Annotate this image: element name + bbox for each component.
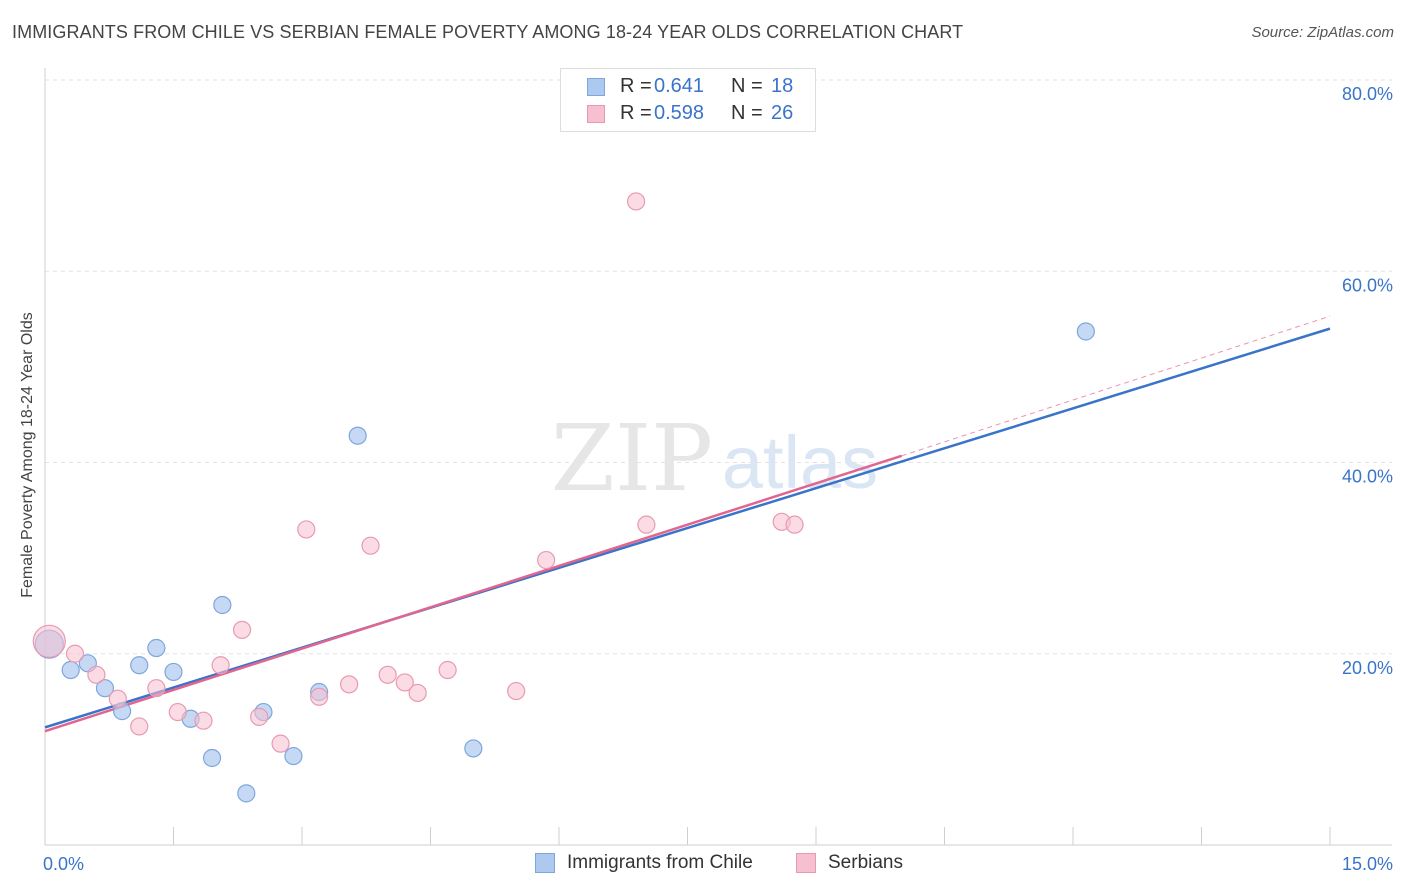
- series-label-serbians: Serbians: [828, 852, 903, 873]
- legend-n-value: 26: [771, 102, 794, 124]
- point-serbians: [271, 734, 290, 753]
- point-chile: [1076, 322, 1095, 341]
- point-chile: [284, 746, 303, 766]
- x-tick-label: 0.0%: [43, 854, 84, 874]
- point-serbians: [395, 673, 414, 692]
- watermark: ZIP atlas: [551, 405, 878, 512]
- point-chile: [61, 660, 80, 680]
- point-chile: [164, 662, 183, 682]
- point-serbians: [65, 644, 85, 663]
- chart-title: IMMIGRANTS FROM CHILE VS SERBIAN FEMALE …: [12, 22, 964, 42]
- point-serbians: [537, 550, 556, 570]
- trend-lines: [44, 315, 1331, 733]
- point-chile: [464, 739, 483, 758]
- legend-n-value: 18: [771, 75, 794, 97]
- point-serbians: [310, 687, 329, 706]
- point-serbians: [378, 665, 397, 684]
- point-serbians: [211, 656, 230, 675]
- y-tick-label: 40.0%: [1342, 467, 1393, 487]
- point-serbians: [438, 660, 457, 680]
- y-tick-label: 20.0%: [1342, 658, 1393, 678]
- x-tick-label: 15.0%: [1342, 854, 1393, 874]
- point-serbians: [130, 717, 149, 736]
- y-tick-label: 80.0%: [1342, 84, 1393, 104]
- legend-r-label: R =: [620, 102, 652, 124]
- legend-r-label: R =: [620, 75, 652, 97]
- trend-line-chile: [44, 327, 1331, 729]
- point-serbians: [297, 520, 316, 539]
- point-serbians: [507, 681, 526, 701]
- point-chile: [130, 656, 149, 675]
- y-tick-label: 60.0%: [1342, 275, 1393, 295]
- series-swatch-chile: [535, 853, 555, 873]
- point-serbians: [108, 689, 127, 708]
- point-serbians: [785, 515, 804, 534]
- gridlines: [45, 79, 1392, 655]
- legend-n-label: N =: [731, 75, 763, 97]
- trend-line-serbians-extension: [901, 315, 1331, 457]
- correlation-legend: R = 0.641 N = 18 R = 0.598 N = 26: [560, 68, 816, 132]
- point-chile: [348, 426, 367, 445]
- point-serbians: [361, 536, 380, 555]
- legend-r-value: 0.641: [654, 75, 705, 97]
- point-serbians: [232, 620, 252, 639]
- point-chile: [213, 595, 232, 615]
- source-credit: Source: ZipAtlas.com: [1251, 24, 1394, 41]
- legend-r-value: 0.598: [654, 102, 705, 124]
- point-chile: [95, 679, 115, 698]
- series-label-chile: Immigrants from Chile: [567, 852, 753, 873]
- data-points: [32, 192, 1095, 803]
- trend-line-serbians: [44, 454, 903, 733]
- series-swatch-serbians: [796, 853, 816, 873]
- point-serbians: [147, 679, 166, 698]
- point-serbians: [637, 515, 656, 534]
- legend-swatch-chile: [587, 78, 605, 96]
- point-serbians: [194, 711, 213, 730]
- point-chile: [147, 638, 166, 658]
- point-serbians: [626, 192, 646, 211]
- point-serbians: [87, 665, 106, 684]
- point-chile: [237, 784, 256, 803]
- watermark-zip: ZIP: [551, 405, 713, 512]
- point-serbians: [32, 624, 66, 658]
- legend-n-label: N =: [731, 102, 763, 124]
- watermark-atlas: atlas: [722, 421, 878, 504]
- axes: [44, 68, 1392, 846]
- point-serbians: [340, 675, 359, 694]
- point-serbians: [168, 702, 187, 722]
- point-serbians: [408, 683, 427, 703]
- point-chile: [202, 748, 222, 768]
- legend-swatch-serbians: [587, 105, 605, 123]
- tick-labels: 20.0% 40.0% 60.0% 80.0% 0.0% 15.0%: [43, 84, 1393, 874]
- point-serbians: [250, 707, 269, 726]
